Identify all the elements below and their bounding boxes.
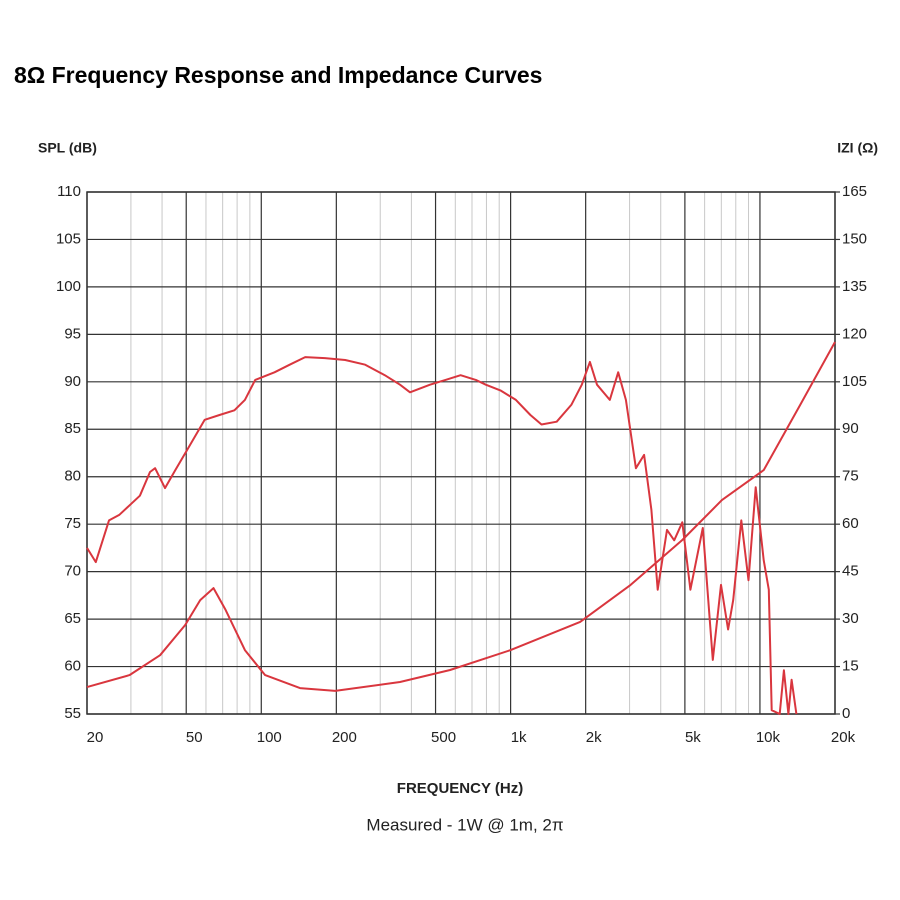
x-tick-label: 1k xyxy=(511,729,527,746)
y2-tick-label: 30 xyxy=(842,610,859,627)
y2-tick-label: 0 xyxy=(842,705,850,722)
y-tick-label: 55 xyxy=(64,705,81,722)
y2-tick-label: 120 xyxy=(842,325,867,342)
annotation: Measured - 1W @ 1m, 2π xyxy=(366,815,563,834)
x-tick-label: 20 xyxy=(87,729,104,746)
plot-frame xyxy=(86,191,836,715)
x-tick-label: 5k xyxy=(685,729,701,746)
y2-tick-label: 45 xyxy=(842,563,859,580)
y-tick-label: 70 xyxy=(64,563,81,580)
x-tick-label: 2k xyxy=(586,729,602,746)
x-tick-label: 10k xyxy=(756,729,781,746)
x-axis-label: FREQUENCY (Hz) xyxy=(397,780,523,797)
y2-axis-label: IZI (Ω) xyxy=(837,140,878,156)
y2-tick-label: 165 xyxy=(842,183,867,200)
y-tick-label: 80 xyxy=(64,468,81,485)
y2-tick-label: 90 xyxy=(842,420,859,437)
y2-tick-label: 150 xyxy=(842,230,867,247)
y-tick-label: 105 xyxy=(56,230,81,247)
y-tick-label: 90 xyxy=(64,373,81,390)
y-tick-label: 100 xyxy=(56,278,81,295)
x-tick-label: 50 xyxy=(186,729,203,746)
y-tick-label: 65 xyxy=(64,610,81,627)
y2-tick-label: 60 xyxy=(842,515,859,532)
x-tick-label: 20k xyxy=(831,729,856,746)
x-tick-label: 500 xyxy=(431,729,456,746)
y2-tick-label: 105 xyxy=(842,373,867,390)
y-axis-label: SPL (dB) xyxy=(38,140,97,156)
x-tick-label: 200 xyxy=(332,729,357,746)
chart-title: 8Ω Frequency Response and Impedance Curv… xyxy=(14,62,542,88)
data-line xyxy=(86,341,836,692)
data-line xyxy=(86,356,798,715)
y2-tick-label: 135 xyxy=(842,278,867,295)
y2-tick-label: 15 xyxy=(842,658,859,675)
y-tick-label: 85 xyxy=(64,420,81,437)
x-tick-label: 100 xyxy=(257,729,282,746)
y2-tick-label: 75 xyxy=(842,468,859,485)
y-tick-label: 60 xyxy=(64,658,81,675)
y-tick-label: 95 xyxy=(64,325,81,342)
y-tick-label: 110 xyxy=(57,183,81,200)
y-tick-label: 75 xyxy=(64,515,81,532)
